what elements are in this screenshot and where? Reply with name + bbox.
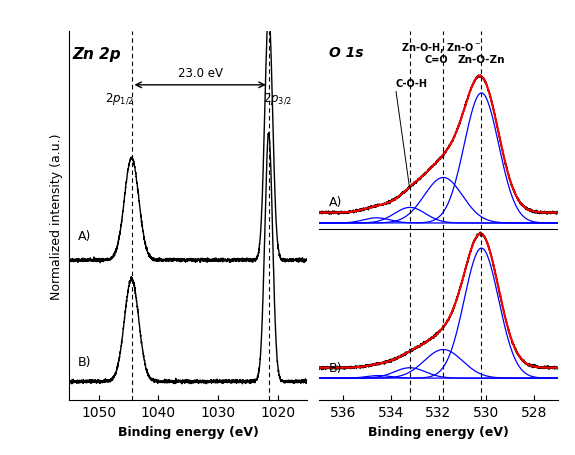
Text: Zn 2p: Zn 2p — [72, 47, 121, 62]
Text: $2p_{3/2}$: $2p_{3/2}$ — [263, 91, 292, 107]
Text: 23.0 eV: 23.0 eV — [178, 67, 223, 80]
Text: Zn-O-Zn: Zn-O-Zn — [458, 55, 505, 65]
Text: $2p_{1/2}$: $2p_{1/2}$ — [105, 91, 134, 107]
Text: C=O: C=O — [424, 55, 448, 65]
Text: Zn-O-H, Zn-O$^-$: Zn-O-H, Zn-O$^-$ — [401, 41, 481, 55]
X-axis label: Binding energy (eV): Binding energy (eV) — [368, 425, 509, 438]
X-axis label: Binding energy (eV): Binding energy (eV) — [118, 425, 259, 438]
Text: O 1s: O 1s — [329, 46, 363, 60]
Text: A): A) — [78, 229, 91, 242]
Y-axis label: Normalized intensity (a.u.): Normalized intensity (a.u.) — [51, 133, 63, 299]
Text: C-O-H: C-O-H — [396, 78, 428, 88]
Text: B): B) — [329, 361, 342, 374]
Text: A): A) — [329, 196, 342, 209]
Text: B): B) — [78, 355, 91, 369]
